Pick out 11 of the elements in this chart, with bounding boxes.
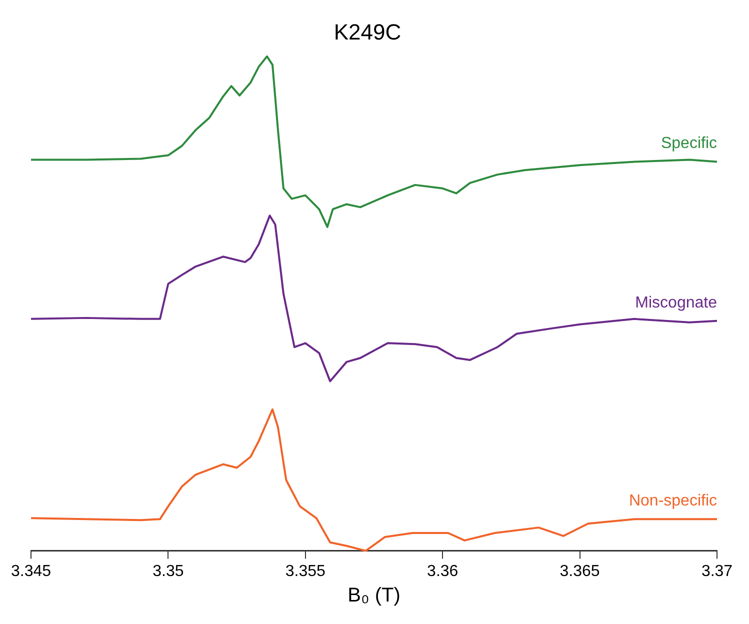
x-tick-label: 3.37 bbox=[701, 562, 733, 580]
x-tick-label: 3.355 bbox=[285, 562, 326, 580]
x-tick-label: 3.365 bbox=[560, 562, 600, 580]
x-tick-label: 3.36 bbox=[427, 562, 458, 580]
series-label: Miscognate bbox=[635, 294, 718, 312]
series-label: Non-specific bbox=[628, 492, 717, 510]
x-tick-label: 3.35 bbox=[152, 562, 184, 580]
x-tick-label: 3.345 bbox=[10, 562, 52, 580]
series-label: Specific bbox=[660, 135, 717, 152]
chart-title: K249C bbox=[334, 19, 402, 44]
x-axis-title: B₀ (T) bbox=[348, 584, 400, 607]
